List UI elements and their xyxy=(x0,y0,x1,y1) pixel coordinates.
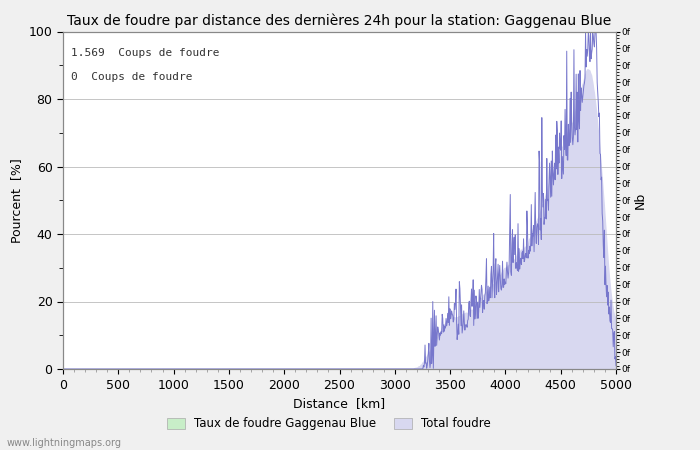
X-axis label: Distance  [km]: Distance [km] xyxy=(293,397,386,410)
Legend: Taux de foudre Gaggenau Blue, Total foudre: Taux de foudre Gaggenau Blue, Total foud… xyxy=(162,413,496,435)
Y-axis label: Pourcent  [%]: Pourcent [%] xyxy=(10,158,23,243)
Text: 1.569  Coups de foudre: 1.569 Coups de foudre xyxy=(71,49,220,58)
Text: www.lightningmaps.org: www.lightningmaps.org xyxy=(7,438,122,448)
Text: 0  Coups de foudre: 0 Coups de foudre xyxy=(71,72,192,82)
Y-axis label: Nb: Nb xyxy=(634,192,646,209)
Title: Taux de foudre par distance des dernières 24h pour la station: Gaggenau Blue: Taux de foudre par distance des dernière… xyxy=(67,13,612,27)
